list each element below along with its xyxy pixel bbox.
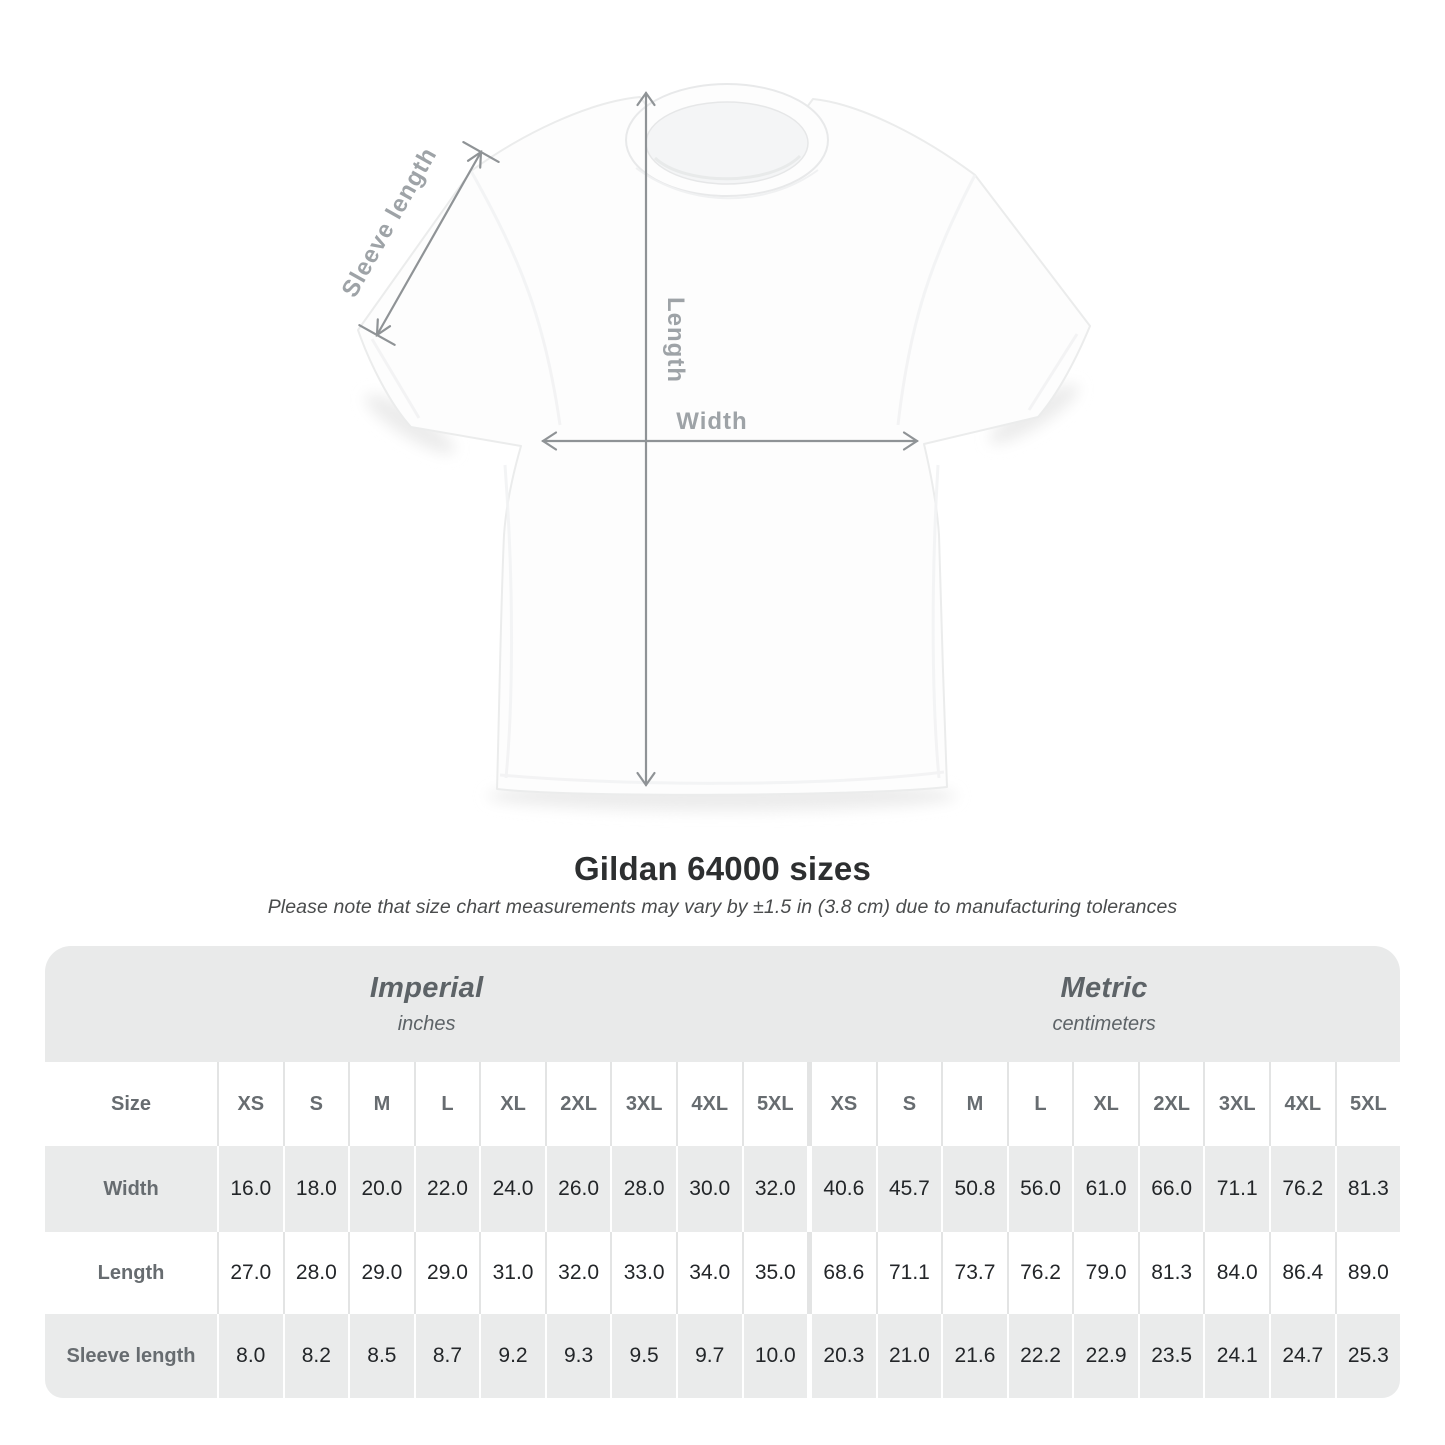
sleeve-4xl-in: 9.7 — [678, 1314, 744, 1398]
size-col-xs: XS — [219, 1062, 285, 1146]
size-col-l: L — [416, 1062, 482, 1146]
size-col-s: S — [285, 1062, 351, 1146]
length-row: Length 27.0 28.0 29.0 29.0 31.0 32.0 33.… — [45, 1232, 1400, 1314]
length-xs-in: 27.0 — [219, 1232, 285, 1314]
length-3xl-in: 33.0 — [612, 1232, 678, 1314]
tolerance-note: Please note that size chart measurements… — [267, 896, 1178, 918]
length-l-cm: 76.2 — [1009, 1232, 1075, 1314]
imperial-subtitle: inches — [397, 1013, 456, 1035]
width-3xl-in: 28.0 — [612, 1146, 678, 1232]
size-col-3xl: 3XL — [612, 1062, 678, 1146]
width-xl-in: 24.0 — [481, 1146, 547, 1232]
size-col-2xl-metric: 2XL — [1140, 1062, 1206, 1146]
length-2xl-in: 32.0 — [547, 1232, 613, 1314]
sleeve-l-cm: 22.2 — [1009, 1314, 1075, 1398]
sleeve-m-cm: 21.6 — [943, 1314, 1009, 1398]
length-4xl-in: 34.0 — [678, 1232, 744, 1314]
tshirt-graphic — [357, 83, 1091, 796]
size-col-4xl: 4XL — [678, 1062, 744, 1146]
sleeve-2xl-in: 9.3 — [547, 1314, 613, 1398]
metric-subtitle: centimeters — [1052, 1013, 1156, 1035]
size-col-3xl-metric: 3XL — [1205, 1062, 1271, 1146]
length-row-label: Length — [45, 1232, 219, 1314]
length-5xl-in: 35.0 — [744, 1232, 813, 1314]
size-col-2xl: 2XL — [547, 1062, 613, 1146]
width-row-label: Width — [45, 1146, 219, 1232]
size-col-m-metric: M — [943, 1062, 1009, 1146]
length-4xl-cm: 86.4 — [1271, 1232, 1337, 1314]
length-arrow — [636, 91, 656, 787]
width-2xl-in: 26.0 — [547, 1146, 613, 1232]
sleeve-2xl-cm: 23.5 — [1140, 1314, 1206, 1398]
width-xs-cm: 40.6 — [812, 1146, 878, 1232]
sleeve-4xl-cm: 24.7 — [1271, 1314, 1337, 1398]
metric-title: Metric — [1060, 972, 1148, 1004]
imperial-section-header: Imperial inches — [45, 946, 808, 1062]
size-col-xs-metric: XS — [812, 1062, 878, 1146]
size-col-5xl: 5XL — [744, 1062, 813, 1146]
size-col-5xl-metric: 5XL — [1350, 1092, 1387, 1115]
sleeve-xs-in: 8.0 — [219, 1314, 285, 1398]
sleeve-xl-cm: 22.9 — [1074, 1314, 1140, 1398]
width-2xl-cm: 66.0 — [1140, 1146, 1206, 1232]
width-label: Width — [676, 408, 747, 435]
width-xl-cm: 61.0 — [1074, 1146, 1140, 1232]
length-5xl-cm: 89.0 — [1347, 1261, 1389, 1284]
width-xs-in: 16.0 — [219, 1146, 285, 1232]
measurement-arrows — [358, 91, 920, 787]
length-l-in: 29.0 — [416, 1232, 482, 1314]
sleeve-s-in: 8.2 — [285, 1314, 351, 1398]
width-l-in: 22.0 — [416, 1146, 482, 1232]
length-m-in: 29.0 — [350, 1232, 416, 1314]
sleeve-3xl-in: 9.5 — [612, 1314, 678, 1398]
tshirt-measurement-figure: Sleeve length Length Width — [336, 83, 1091, 811]
size-table: Imperial inches Metric centimeters Size … — [45, 946, 1400, 1398]
size-col-4xl-metric: 4XL — [1271, 1062, 1337, 1146]
length-m-cm: 73.7 — [943, 1232, 1009, 1314]
size-col-xl-metric: XL — [1074, 1062, 1140, 1146]
length-3xl-cm: 84.0 — [1205, 1232, 1271, 1314]
width-arrow — [540, 431, 920, 451]
length-s-in: 28.0 — [285, 1232, 351, 1314]
sleeve-length-row: Sleeve length 8.0 8.2 8.5 8.7 9.2 9.3 9.… — [45, 1314, 1400, 1398]
width-4xl-cm: 76.2 — [1271, 1146, 1337, 1232]
sleeve-3xl-cm: 24.1 — [1205, 1314, 1271, 1398]
size-header: Size — [45, 1062, 219, 1146]
width-3xl-cm: 71.1 — [1205, 1146, 1271, 1232]
imperial-title: Imperial — [369, 972, 484, 1004]
width-m-cm: 50.8 — [943, 1146, 1009, 1232]
sleeve-5xl-cm: 25.3 — [1347, 1344, 1389, 1367]
width-row: Width 16.0 18.0 20.0 22.0 24.0 26.0 28.0… — [45, 1146, 1400, 1232]
length-s-cm: 71.1 — [878, 1232, 944, 1314]
size-header-row: Size XS S M L XL 2XL 3XL 4XL 5XL XS S M … — [45, 1062, 1400, 1146]
metric-section-header: Metric centimeters — [808, 946, 1400, 1062]
length-xl-cm: 79.0 — [1074, 1232, 1140, 1314]
size-col-m: M — [350, 1062, 416, 1146]
sleeve-xl-in: 9.2 — [481, 1314, 547, 1398]
length-2xl-cm: 81.3 — [1140, 1232, 1206, 1314]
width-5xl-cm: 81.3 — [1347, 1177, 1389, 1200]
sleeve-l-in: 8.7 — [416, 1314, 482, 1398]
sleeve-length-arrow — [358, 141, 500, 346]
width-l-cm: 56.0 — [1009, 1146, 1075, 1232]
length-xl-in: 31.0 — [481, 1232, 547, 1314]
size-col-xl: XL — [481, 1062, 547, 1146]
width-4xl-in: 30.0 — [678, 1146, 744, 1232]
length-xs-cm: 68.6 — [812, 1232, 878, 1314]
unit-header-band: Imperial inches Metric centimeters — [45, 946, 1400, 1062]
length-label: Length — [662, 297, 689, 383]
width-m-in: 20.0 — [350, 1146, 416, 1232]
sleeve-xs-cm: 20.3 — [812, 1314, 878, 1398]
page-title: Gildan 64000 sizes — [573, 850, 872, 887]
sleeve-s-cm: 21.0 — [878, 1314, 944, 1398]
width-5xl-in: 32.0 — [744, 1146, 813, 1232]
size-col-l-metric: L — [1009, 1062, 1075, 1146]
size-col-s-metric: S — [878, 1062, 944, 1146]
sleeve-m-in: 8.5 — [350, 1314, 416, 1398]
sleeve-5xl-in: 10.0 — [744, 1314, 813, 1398]
width-s-cm: 45.7 — [878, 1146, 944, 1232]
sleeve-row-label: Sleeve length — [45, 1314, 219, 1398]
width-s-in: 18.0 — [285, 1146, 351, 1232]
